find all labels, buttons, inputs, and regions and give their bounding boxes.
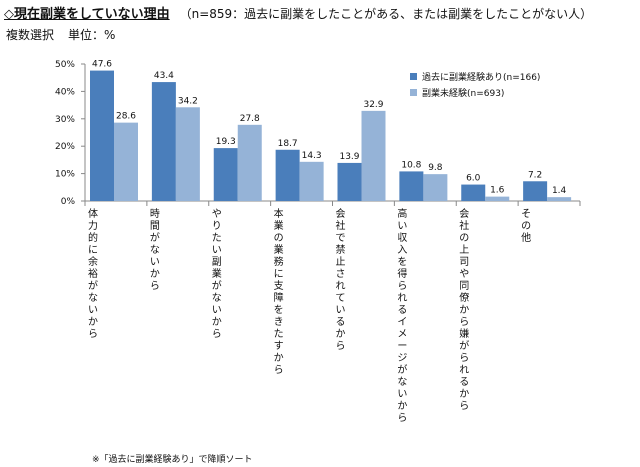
legend-swatch-inexperienced [410,88,417,96]
y-tick-label: 30% [55,115,75,125]
legend-item-inexperienced: 副業未経験(n=693) [410,84,540,100]
bar-experienced [275,149,300,201]
y-tick-label: 20% [55,142,75,152]
legend-swatch-experienced [410,72,417,80]
bar-experienced [213,148,238,201]
bar-experienced [523,181,548,201]
chart-legend: 過去に副業経験あり(n=166) 副業未経験(n=693) [410,68,540,100]
sample-note: （n=859：過去に副業をしたことがある、または副業をしたことがない人） [179,7,593,21]
chart-title-line: ◇現在副業をしていない理由 （n=859：過去に副業をしたことがある、または副業を… [4,3,592,22]
data-label: 1.6 [490,186,505,196]
data-label: 27.8 [240,114,260,124]
footnote: ※「過去に副業経験あり」で降順ソート [92,455,253,465]
data-label: 47.6 [92,60,112,70]
bar-experienced [399,171,424,201]
x-category-label: その他 [521,208,531,244]
data-label: 9.8 [428,163,443,173]
legend-item-experienced: 過去に副業経験あり(n=166) [410,68,540,84]
data-label: 7.2 [528,170,542,180]
data-label: 18.7 [278,139,298,149]
x-category-label: 高い収入を得られるイメージがないから [397,207,407,424]
x-category-label: 時間がないから [150,208,160,292]
data-label: 1.4 [552,186,567,196]
bar-inexperienced [547,197,572,201]
chart-subtitle: 複数選択 単位：% [6,26,115,43]
y-tick-label: 50% [55,60,75,70]
bar-experienced [461,184,486,201]
bar-experienced [90,70,114,202]
y-tick-label: 0% [61,197,76,207]
bar-inexperienced [175,107,200,201]
data-label: 10.8 [401,160,421,170]
x-category-label: 会社の上司や同僚から嫌がられるから [459,207,469,412]
x-category-label: やりたい副業がないから [212,208,222,340]
data-label: 19.3 [216,137,236,147]
x-category-label: 会社で禁止されているから [336,207,346,352]
data-label: 43.4 [154,71,174,81]
bar-inexperienced [361,110,386,201]
data-label: 32.9 [363,100,383,110]
x-category-label: 本業の業務に支障をきたすから [274,207,284,376]
legend-label-experienced: 過去に副業経験あり(n=166) [422,72,541,83]
bar-experienced [151,82,176,201]
bar-inexperienced [114,122,138,201]
bar-experienced [337,162,362,201]
data-label: 6.0 [466,174,481,184]
data-label: 34.2 [178,96,198,106]
bar-inexperienced [485,196,510,201]
y-tick-label: 40% [55,87,75,97]
legend-label-inexperienced: 副業未経験(n=693) [422,88,505,99]
bar-inexperienced [299,161,324,201]
y-tick-label: 10% [55,170,75,180]
multi-select-label: 複数選択 [6,28,55,42]
chart-title: ◇現在副業をしていない理由 [4,7,170,22]
data-label: 28.6 [116,112,136,122]
bar-inexperienced [237,124,262,201]
x-category-label: 体力的に余裕がないから [88,208,98,340]
data-label: 13.9 [339,152,359,162]
unit-label: 単位：% [68,28,116,42]
bar-inexperienced [423,174,448,201]
data-label: 14.3 [302,151,322,161]
